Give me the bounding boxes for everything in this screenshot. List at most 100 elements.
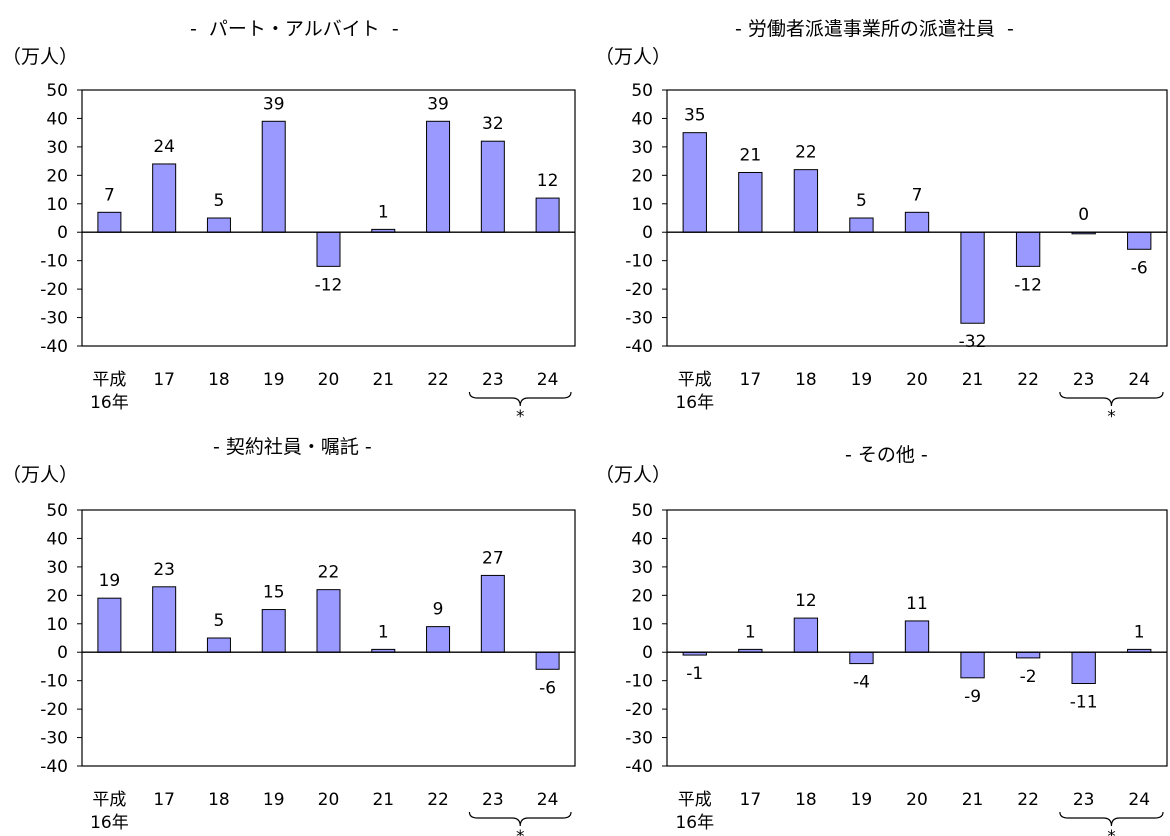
bar (261, 120, 286, 233)
data-label: 7 (912, 185, 923, 205)
bar (97, 597, 122, 653)
y-tick-label: -40 (40, 337, 68, 357)
x-tick-sublabel: 16年 (90, 393, 129, 413)
x-tick-label: 18 (795, 790, 817, 810)
x-tick-label: 23 (482, 370, 504, 390)
x-tick-label: 20 (906, 790, 928, 810)
data-label: 7 (104, 185, 115, 205)
y-tick-label: 30 (46, 558, 68, 578)
x-tick-label: 22 (427, 790, 449, 810)
y-tick-label: 50 (46, 81, 68, 101)
y-tick-label: 10 (46, 195, 68, 215)
bar (1127, 231, 1152, 250)
brace-bracket (468, 391, 572, 407)
plot-frame (81, 509, 576, 767)
bar (426, 120, 451, 233)
bracket-asterisk: * (1107, 827, 1116, 836)
data-label: 0 (1078, 205, 1089, 225)
bar (738, 171, 763, 233)
x-tick-label: 23 (1073, 790, 1095, 810)
data-label: 12 (795, 591, 817, 611)
y-tick-label: -40 (625, 337, 653, 357)
x-tick-label: 17 (740, 790, 762, 810)
x-tick-label: 20 (318, 790, 340, 810)
data-label: 32 (482, 114, 504, 134)
y-axis-unit-label: （万人） (595, 464, 672, 486)
y-tick-label: 30 (631, 138, 653, 158)
x-tick-label: 19 (263, 370, 285, 390)
y-tick-label: -10 (625, 252, 653, 272)
plot-frame (81, 89, 576, 347)
chart-panel-other: - その他 - （万人） 50 40 30 20 10 0 -10 -20 -30 -40 -1 1 1… (585, 418, 1170, 836)
plot-frame (666, 89, 1168, 347)
x-tick-label: 20 (906, 370, 928, 390)
bar (426, 626, 451, 653)
x-tick-label: 18 (208, 370, 230, 390)
x-tick-label: 平成 (678, 790, 712, 810)
data-label: -11 (1070, 693, 1098, 713)
y-tick-label: 0 (57, 223, 68, 243)
data-label: 15 (263, 583, 285, 603)
bracket-asterisk: * (1107, 407, 1116, 427)
bar (152, 586, 177, 653)
data-label: -12 (1014, 275, 1042, 295)
bracket-asterisk: * (516, 827, 525, 836)
data-label: -12 (315, 275, 343, 295)
y-tick-label: -40 (625, 757, 653, 777)
bar-chart-dispatched: 50 40 30 20 10 0 -10 -20 -30 -40 35 21 22 5 7 -32 -12 0 -6… (625, 81, 1168, 427)
x-tick-label: 19 (851, 370, 873, 390)
y-tick-label: 20 (631, 166, 653, 186)
data-label: 1 (378, 622, 389, 642)
data-label: -4 (853, 673, 870, 693)
bar (97, 211, 122, 233)
bar (904, 620, 930, 653)
brace-bracket (1059, 811, 1164, 827)
data-label: 5 (856, 191, 867, 211)
y-tick-label: 0 (642, 223, 653, 243)
y-tick-label: -10 (625, 672, 653, 692)
y-tick-label: 40 (46, 109, 68, 129)
y-tick-label: 10 (631, 615, 653, 635)
bar (793, 169, 819, 233)
y-tick-label: 0 (642, 643, 653, 663)
y-tick-label: -20 (625, 700, 653, 720)
bar (793, 617, 819, 653)
bar (960, 231, 985, 324)
x-tick-label: 22 (1017, 370, 1039, 390)
y-tick-label: 40 (631, 109, 653, 129)
data-label: -32 (959, 332, 987, 352)
bar (152, 163, 177, 233)
x-tick-label: 17 (740, 370, 762, 390)
y-tick-label: 20 (46, 166, 68, 186)
bar (849, 217, 874, 233)
x-tick-label: 19 (263, 790, 285, 810)
bar (1015, 651, 1041, 659)
x-tick-label: 21 (372, 370, 394, 390)
x-tick-label: 18 (208, 790, 230, 810)
y-tick-label: 20 (631, 586, 653, 606)
y-tick-label: -40 (40, 757, 68, 777)
data-label: -6 (539, 678, 556, 698)
x-tick-label: 21 (372, 790, 394, 810)
data-label: 39 (427, 94, 449, 114)
bar (535, 651, 560, 670)
x-tick-label: 24 (537, 790, 559, 810)
bar (261, 609, 286, 653)
x-tick-label: 23 (1073, 370, 1095, 390)
x-tick-label: 23 (482, 790, 504, 810)
x-tick-label: 20 (318, 370, 340, 390)
plot-frame (666, 509, 1168, 767)
bar (682, 132, 707, 233)
x-tick-label: 17 (153, 370, 175, 390)
bar-chart-contract: 50403020100-10-20-30-401923515221927-6平成… (40, 501, 576, 836)
x-tick-label: 19 (851, 790, 873, 810)
data-label: -1 (686, 664, 703, 684)
data-label: 11 (906, 594, 928, 614)
x-tick-sublabel: 16年 (675, 813, 714, 833)
x-tick-label: 平成 (678, 370, 712, 390)
bar-chart-part-time: 50 40 30 20 10 0 -10 -20 -30 -40 7 24 5 39 -12 1 39 32 12 平… (40, 81, 576, 427)
bar (849, 651, 874, 665)
x-tick-label: 22 (427, 370, 449, 390)
y-axis-unit-label: （万人） (2, 46, 79, 68)
data-label: 35 (684, 106, 706, 126)
